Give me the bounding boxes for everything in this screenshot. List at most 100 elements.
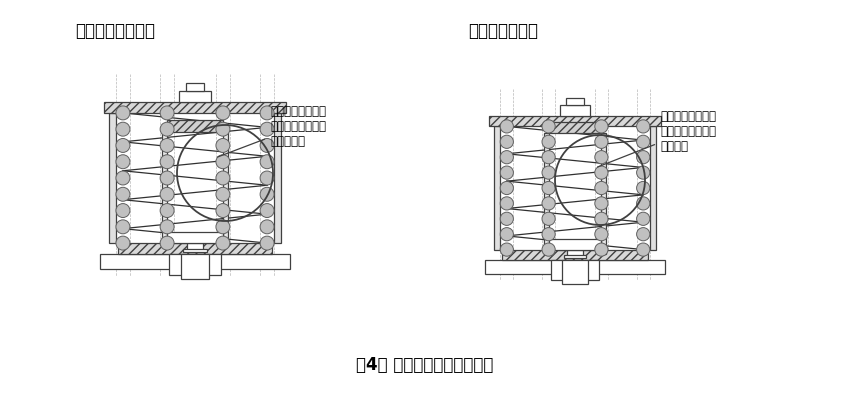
Circle shape [542,228,555,241]
Bar [274,113,280,243]
Bar [544,132,548,254]
Circle shape [542,181,555,195]
Bar [178,91,212,102]
Circle shape [595,151,608,164]
Bar [167,120,223,132]
Circle shape [160,204,174,217]
Circle shape [595,135,608,149]
Circle shape [542,243,555,256]
Circle shape [216,204,230,217]
Bar [185,83,204,91]
Bar [566,98,584,105]
Circle shape [116,138,130,152]
Circle shape [260,122,274,136]
Circle shape [260,236,274,250]
Circle shape [595,181,608,195]
Circle shape [260,204,274,217]
Bar [494,126,500,250]
Circle shape [116,220,130,234]
Circle shape [216,155,230,169]
Circle shape [500,166,513,179]
Circle shape [116,106,130,120]
Bar [187,243,203,253]
Circle shape [637,243,649,256]
Circle shape [260,220,274,234]
Bar [181,254,209,279]
Circle shape [260,155,274,169]
Bar [551,260,599,279]
Circle shape [160,171,174,185]
Circle shape [216,138,230,152]
Circle shape [637,120,649,133]
Circle shape [500,120,513,133]
Circle shape [216,236,230,250]
Circle shape [160,236,174,250]
Circle shape [116,187,130,201]
Circle shape [216,122,230,136]
Circle shape [595,166,608,179]
Circle shape [595,120,608,133]
Bar [99,254,291,269]
Circle shape [260,138,274,152]
Circle shape [595,243,608,256]
Bar [559,105,591,116]
Circle shape [542,197,555,210]
Circle shape [542,120,555,133]
Circle shape [116,236,130,250]
Circle shape [637,135,649,149]
Bar [169,254,220,275]
Circle shape [542,212,555,225]
Circle shape [637,228,649,241]
Circle shape [637,166,649,179]
Circle shape [160,122,174,136]
Bar [118,243,272,254]
Circle shape [216,106,230,120]
Circle shape [116,204,130,217]
Text: この場合は内側の
弾機は押さえられ
ていない。: この場合は内側の 弾機は押さえられ ていない。 [218,105,326,157]
Circle shape [160,106,174,120]
Circle shape [637,151,649,164]
Circle shape [500,212,513,225]
Text: 围4． 野上式弾機作用説明図: 围4． 野上式弾機作用説明図 [356,356,494,374]
Bar [567,250,583,258]
Bar [162,132,167,243]
Bar [105,102,286,113]
Text: この場合は内側の
弾機は押さえられ
ている。: この場合は内側の 弾機は押さえられ ている。 [598,110,716,167]
Circle shape [160,187,174,201]
Circle shape [637,197,649,210]
Circle shape [542,135,555,149]
Circle shape [160,138,174,152]
Circle shape [500,228,513,241]
Circle shape [500,135,513,149]
Bar [110,113,116,243]
Circle shape [500,197,513,210]
Circle shape [500,151,513,164]
Text: 乗客が少ない場合: 乗客が少ない場合 [75,22,155,40]
Bar [167,232,223,243]
Bar [649,126,656,250]
Circle shape [216,220,230,234]
Bar [223,132,228,243]
Bar [602,132,606,254]
Bar [562,260,588,284]
Circle shape [160,220,174,234]
Circle shape [595,197,608,210]
Circle shape [116,155,130,169]
Circle shape [260,106,274,120]
Circle shape [542,151,555,164]
Bar [548,239,602,250]
Circle shape [637,181,649,195]
Circle shape [500,243,513,256]
Circle shape [116,171,130,185]
Circle shape [116,122,130,136]
Bar [564,255,586,258]
Circle shape [637,212,649,225]
Bar [490,116,660,126]
Circle shape [595,212,608,225]
Bar [183,249,207,253]
Text: 乗客が多い場合: 乗客が多い場合 [468,22,538,40]
Bar [548,122,602,132]
Circle shape [160,155,174,169]
Circle shape [542,166,555,179]
Circle shape [500,181,513,195]
